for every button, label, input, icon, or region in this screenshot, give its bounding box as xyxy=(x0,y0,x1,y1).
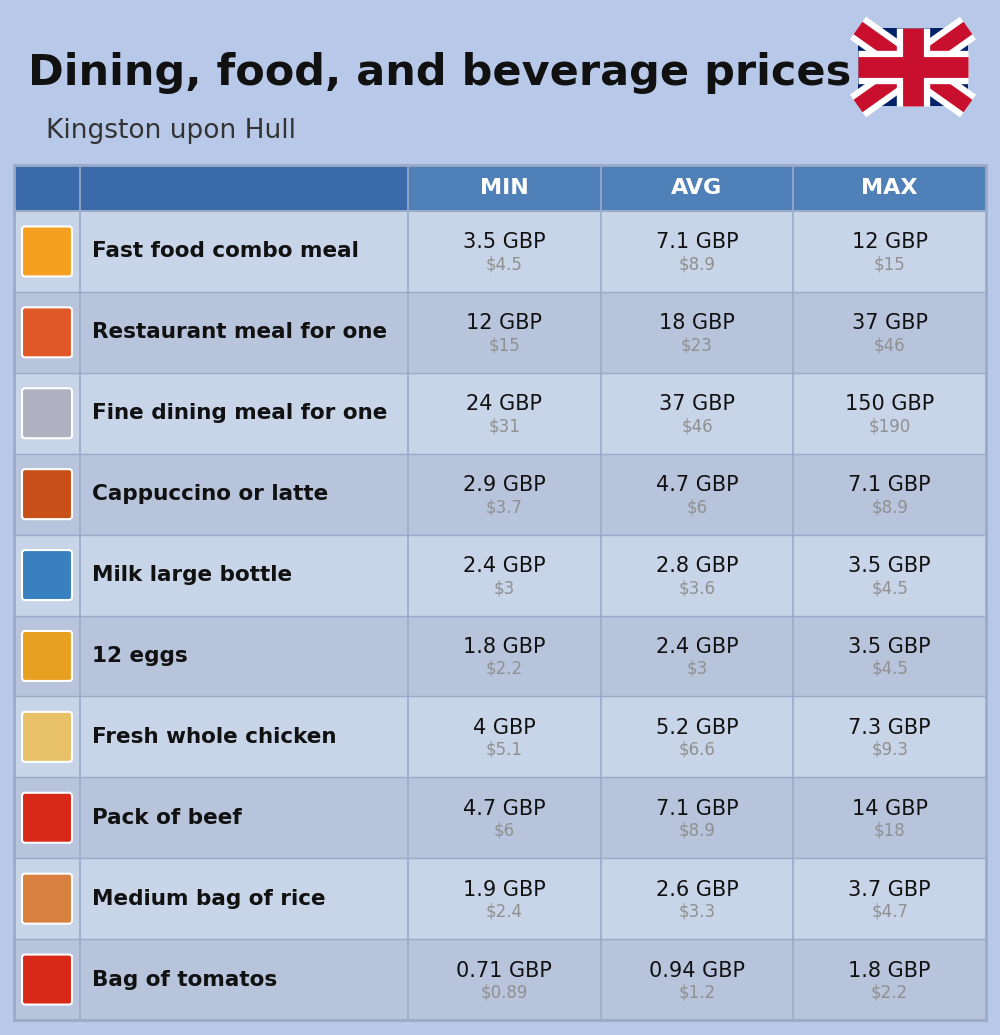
Text: $23: $23 xyxy=(681,336,713,354)
Text: $3.3: $3.3 xyxy=(678,903,716,921)
FancyBboxPatch shape xyxy=(22,469,72,520)
Text: 0.94 GBP: 0.94 GBP xyxy=(649,960,745,980)
Text: Fresh whole chicken: Fresh whole chicken xyxy=(92,727,336,747)
Text: $3: $3 xyxy=(494,579,515,597)
Bar xyxy=(14,292,986,373)
Text: $190: $190 xyxy=(869,417,911,436)
FancyBboxPatch shape xyxy=(22,550,72,600)
Text: 14 GBP: 14 GBP xyxy=(852,799,928,819)
Text: $3: $3 xyxy=(686,660,708,678)
Text: 4 GBP: 4 GBP xyxy=(473,718,536,738)
Text: 3.5 GBP: 3.5 GBP xyxy=(848,637,931,657)
FancyBboxPatch shape xyxy=(22,307,72,357)
Text: 1.8 GBP: 1.8 GBP xyxy=(463,637,546,657)
Text: Medium bag of rice: Medium bag of rice xyxy=(92,889,326,909)
Bar xyxy=(14,939,986,1021)
Text: $3.6: $3.6 xyxy=(678,579,716,597)
Bar xyxy=(14,697,986,777)
Text: $6: $6 xyxy=(494,822,515,839)
Text: $9.3: $9.3 xyxy=(871,741,908,759)
Text: $2.2: $2.2 xyxy=(486,660,523,678)
Text: $6: $6 xyxy=(686,498,708,516)
Text: 1.8 GBP: 1.8 GBP xyxy=(848,960,931,980)
Text: 1.9 GBP: 1.9 GBP xyxy=(463,880,546,899)
Text: $4.7: $4.7 xyxy=(871,903,908,921)
Text: $18: $18 xyxy=(874,822,906,839)
Text: $1.2: $1.2 xyxy=(678,983,716,1002)
Text: Fine dining meal for one: Fine dining meal for one xyxy=(92,404,387,423)
Text: 24 GBP: 24 GBP xyxy=(466,394,542,414)
Text: $8.9: $8.9 xyxy=(871,498,908,516)
Text: $15: $15 xyxy=(874,256,906,273)
Bar xyxy=(858,28,968,106)
Text: 3.5 GBP: 3.5 GBP xyxy=(848,556,931,576)
Text: 18 GBP: 18 GBP xyxy=(659,314,735,333)
Text: $4.5: $4.5 xyxy=(871,579,908,597)
Text: 12 eggs: 12 eggs xyxy=(92,646,188,666)
Text: 37 GBP: 37 GBP xyxy=(852,314,928,333)
Text: 4.7 GBP: 4.7 GBP xyxy=(463,799,546,819)
Text: 3.5 GBP: 3.5 GBP xyxy=(463,233,546,253)
Text: Dining, food, and beverage prices: Dining, food, and beverage prices xyxy=(28,52,851,94)
Text: 7.1 GBP: 7.1 GBP xyxy=(656,799,738,819)
Text: $6.6: $6.6 xyxy=(679,741,715,759)
Text: 150 GBP: 150 GBP xyxy=(845,394,934,414)
Text: 37 GBP: 37 GBP xyxy=(659,394,735,414)
Text: 2.4 GBP: 2.4 GBP xyxy=(656,637,738,657)
Text: $4.5: $4.5 xyxy=(486,256,523,273)
Bar xyxy=(14,777,986,858)
Text: 7.3 GBP: 7.3 GBP xyxy=(848,718,931,738)
FancyBboxPatch shape xyxy=(22,388,72,438)
FancyBboxPatch shape xyxy=(22,793,72,842)
Text: AVG: AVG xyxy=(671,178,723,198)
Text: 2.6 GBP: 2.6 GBP xyxy=(656,880,738,899)
Text: MIN: MIN xyxy=(480,178,529,198)
Bar xyxy=(14,858,986,939)
Bar xyxy=(14,535,986,616)
Text: Restaurant meal for one: Restaurant meal for one xyxy=(92,322,387,343)
FancyBboxPatch shape xyxy=(22,631,72,681)
Text: 2.8 GBP: 2.8 GBP xyxy=(656,556,738,576)
Text: $5.1: $5.1 xyxy=(486,741,523,759)
Text: Pack of beef: Pack of beef xyxy=(92,807,242,828)
Bar xyxy=(14,165,986,211)
Bar xyxy=(14,165,408,211)
Text: $2.2: $2.2 xyxy=(871,983,908,1002)
Text: 7.1 GBP: 7.1 GBP xyxy=(656,233,738,253)
Text: Bag of tomatos: Bag of tomatos xyxy=(92,970,277,989)
Text: 2.4 GBP: 2.4 GBP xyxy=(463,556,546,576)
Text: $46: $46 xyxy=(874,336,905,354)
FancyBboxPatch shape xyxy=(22,227,72,276)
Text: 2.9 GBP: 2.9 GBP xyxy=(463,475,546,495)
Text: Fast food combo meal: Fast food combo meal xyxy=(92,241,359,262)
Text: $8.9: $8.9 xyxy=(679,822,715,839)
Text: 12 GBP: 12 GBP xyxy=(466,314,542,333)
Text: $31: $31 xyxy=(488,417,520,436)
Text: 3.7 GBP: 3.7 GBP xyxy=(848,880,931,899)
Text: $46: $46 xyxy=(681,417,713,436)
FancyBboxPatch shape xyxy=(22,954,72,1005)
Text: 5.2 GBP: 5.2 GBP xyxy=(656,718,738,738)
FancyBboxPatch shape xyxy=(22,874,72,923)
Text: $2.4: $2.4 xyxy=(486,903,523,921)
Bar xyxy=(14,453,986,535)
Bar xyxy=(14,616,986,697)
Bar xyxy=(14,211,986,292)
FancyBboxPatch shape xyxy=(22,712,72,762)
Text: 4.7 GBP: 4.7 GBP xyxy=(656,475,738,495)
Text: Milk large bottle: Milk large bottle xyxy=(92,565,292,585)
Bar xyxy=(14,373,986,453)
Text: 0.71 GBP: 0.71 GBP xyxy=(456,960,552,980)
Text: $8.9: $8.9 xyxy=(679,256,715,273)
Text: $4.5: $4.5 xyxy=(871,660,908,678)
Text: $3.7: $3.7 xyxy=(486,498,523,516)
Text: $15: $15 xyxy=(488,336,520,354)
Text: Kingston upon Hull: Kingston upon Hull xyxy=(46,118,296,144)
Text: 7.1 GBP: 7.1 GBP xyxy=(848,475,931,495)
Text: $0.89: $0.89 xyxy=(481,983,528,1002)
Text: 12 GBP: 12 GBP xyxy=(852,233,928,253)
Text: Cappuccino or latte: Cappuccino or latte xyxy=(92,484,328,504)
Text: MAX: MAX xyxy=(861,178,918,198)
